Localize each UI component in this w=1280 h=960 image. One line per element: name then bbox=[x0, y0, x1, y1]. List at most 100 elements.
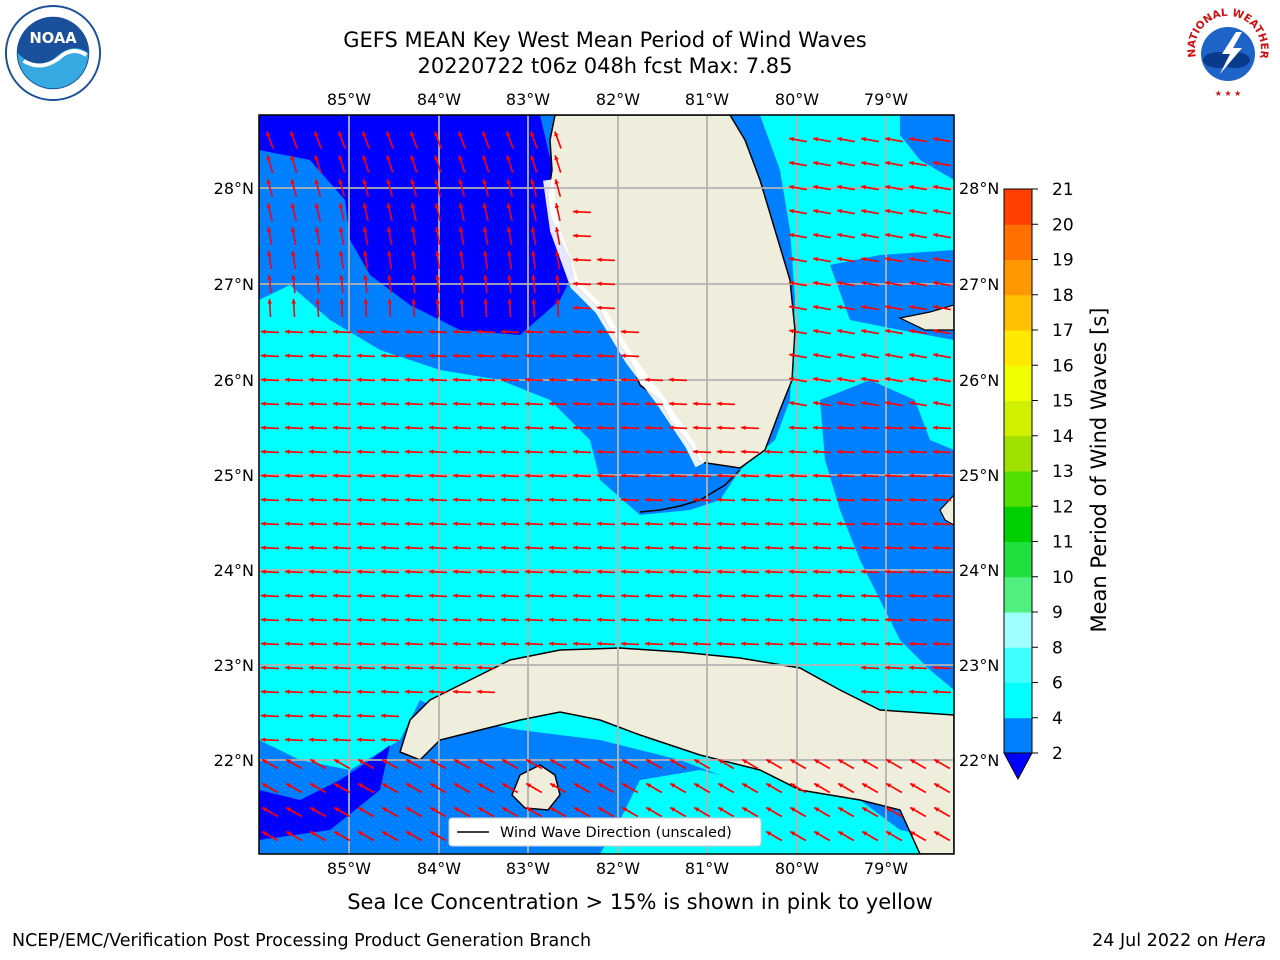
wind-wave-arrowhead bbox=[530, 131, 535, 137]
wind-wave-arrowhead bbox=[502, 759, 508, 764]
wind-wave-arrowhead bbox=[482, 203, 488, 209]
wind-wave-arrowhead bbox=[574, 783, 580, 788]
wind-wave-arrowhead bbox=[549, 641, 554, 647]
wind-wave-arrowhead bbox=[933, 184, 938, 190]
wind-wave-arrowhead bbox=[310, 807, 316, 812]
wind-wave-arrowhead bbox=[573, 449, 578, 455]
wind-wave-arrowhead bbox=[813, 304, 818, 310]
wind-wave-arrowhead bbox=[381, 473, 386, 479]
wind-wave-arrowhead bbox=[285, 353, 290, 359]
wind-wave-arrowhead bbox=[885, 569, 890, 575]
wind-wave-arrowhead bbox=[813, 400, 818, 406]
wind-wave-arrowhead bbox=[358, 783, 364, 788]
wind-wave-arrowhead bbox=[477, 665, 482, 671]
wind-wave-arrowhead bbox=[381, 521, 386, 527]
wind-wave-arrowhead bbox=[453, 425, 458, 431]
wind-wave-arrowhead bbox=[885, 617, 890, 623]
wind-wave-arrowhead bbox=[434, 155, 439, 161]
wind-wave-arrowhead bbox=[386, 155, 391, 161]
wind-wave-arrowhead bbox=[885, 521, 890, 527]
wind-wave-arrowhead bbox=[261, 425, 266, 431]
wind-wave-arrowhead bbox=[334, 831, 340, 836]
wind-wave-arrowhead bbox=[909, 184, 914, 190]
wind-wave-arrowhead bbox=[429, 425, 434, 431]
wind-wave-arrowhead bbox=[645, 401, 650, 407]
wind-wave-arrowhead bbox=[502, 807, 508, 812]
wind-wave-arrowhead bbox=[741, 473, 746, 479]
wind-wave-arrowhead bbox=[261, 473, 266, 479]
wind-wave-arrowhead bbox=[477, 377, 482, 383]
colorbar-segment bbox=[1004, 612, 1032, 648]
wind-wave-arrowhead bbox=[741, 617, 746, 623]
wind-wave-arrowhead bbox=[933, 232, 938, 238]
wind-wave-arrowhead bbox=[309, 425, 314, 431]
wind-wave-arrowhead bbox=[507, 299, 513, 304]
wind-wave-arrowhead bbox=[862, 783, 868, 788]
wind-wave-arrowhead bbox=[357, 593, 362, 599]
wind-wave-arrowhead bbox=[333, 329, 338, 335]
wind-wave-arrowhead bbox=[531, 275, 536, 280]
wind-wave-arrowhead bbox=[501, 473, 506, 479]
wind-wave-arrowhead bbox=[837, 521, 842, 527]
colorbar-label: Mean Period of Wind Waves [s] bbox=[1087, 308, 1111, 633]
map-area: Wind Wave Direction (unscaled) bbox=[259, 115, 954, 854]
wind-wave-arrowhead bbox=[669, 425, 674, 431]
footer-date-text: 24 Jul 2022 on bbox=[1092, 931, 1225, 951]
wind-wave-arrowhead bbox=[358, 807, 364, 812]
wind-wave-arrowhead bbox=[813, 208, 818, 214]
wind-wave-arrowhead bbox=[693, 449, 698, 455]
wind-wave-arrowhead bbox=[478, 807, 484, 812]
wind-wave-arrowhead bbox=[310, 831, 316, 836]
lon-label-top: 85°W bbox=[327, 90, 371, 109]
wind-wave-arrowhead bbox=[789, 160, 794, 166]
wind-wave-arrowhead bbox=[669, 497, 674, 503]
wind-wave-arrowhead bbox=[266, 155, 271, 161]
wind-wave-arrowhead bbox=[549, 329, 554, 335]
wind-wave-arrowhead bbox=[789, 400, 794, 406]
wind-wave-arrowhead bbox=[885, 352, 890, 358]
wind-wave-arrowhead bbox=[885, 425, 890, 431]
wind-wave-arrowhead bbox=[789, 497, 794, 503]
wind-wave-arrowhead bbox=[453, 617, 458, 623]
lat-label-right: 22°N bbox=[959, 751, 999, 770]
colorbar-segment bbox=[1004, 717, 1032, 754]
wind-wave-arrowhead bbox=[314, 155, 319, 161]
wind-wave-arrowhead bbox=[453, 545, 458, 551]
wind-wave-arrowhead bbox=[411, 275, 416, 280]
wind-wave-arrowhead bbox=[501, 617, 506, 623]
wind-wave-arrowhead bbox=[405, 449, 410, 455]
wind-wave-arrowhead bbox=[573, 305, 578, 311]
colorbar-segment bbox=[1004, 647, 1032, 683]
wind-wave-arrowhead bbox=[645, 545, 650, 551]
colorbar-tick-label: 4 bbox=[1052, 709, 1063, 729]
wind-wave-arrowhead bbox=[838, 831, 844, 836]
wind-wave-arrowhead bbox=[933, 449, 938, 455]
wind-wave-arrowhead bbox=[261, 521, 266, 527]
lat-label-right: 26°N bbox=[959, 371, 999, 390]
wind-wave-arrowhead bbox=[549, 593, 554, 599]
wind-wave-arrowhead bbox=[597, 569, 602, 575]
wind-wave-arrowhead bbox=[669, 593, 674, 599]
wind-wave-arrowhead bbox=[314, 227, 320, 232]
wind-wave-arrowhead bbox=[501, 425, 506, 431]
wind-wave-arrowhead bbox=[453, 329, 458, 335]
wind-wave-arrowhead bbox=[549, 425, 554, 431]
wind-wave-arrowhead bbox=[357, 449, 362, 455]
wind-wave-arrowhead bbox=[358, 831, 364, 836]
wind-wave-arrowhead bbox=[285, 665, 290, 671]
wind-wave-arrowhead bbox=[285, 737, 290, 743]
wind-wave-arrowhead bbox=[789, 425, 794, 431]
wind-wave-arrowhead bbox=[381, 353, 386, 359]
wind-wave-arrowhead bbox=[290, 179, 295, 185]
lat-label-left: 22°N bbox=[214, 751, 254, 770]
svg-text:★ ★ ★: ★ ★ ★ bbox=[1215, 89, 1242, 98]
wind-wave-arrowhead bbox=[742, 759, 748, 764]
wind-wave-arrowhead bbox=[837, 449, 842, 455]
wind-wave-arrowhead bbox=[410, 155, 415, 161]
wind-wave-arrowhead bbox=[290, 227, 296, 232]
wind-wave-arrowhead bbox=[333, 665, 338, 671]
wind-wave-arrowhead bbox=[267, 251, 272, 256]
wind-wave-arrowhead bbox=[886, 831, 892, 836]
wind-wave-arrowhead bbox=[405, 641, 410, 647]
wind-wave-arrowhead bbox=[813, 136, 818, 142]
